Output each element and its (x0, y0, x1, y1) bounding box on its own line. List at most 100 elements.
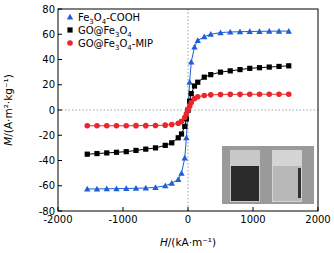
vial-left-liquid (231, 166, 259, 201)
series-marker (276, 64, 281, 69)
y-tick-label: 40 (42, 54, 55, 65)
series-marker (175, 176, 181, 182)
series-marker (94, 123, 100, 129)
inset-bg (222, 146, 314, 204)
series-marker (266, 28, 272, 34)
series-marker (133, 123, 139, 129)
series-marker (228, 68, 233, 73)
series-marker (183, 135, 189, 141)
series-marker (202, 75, 207, 80)
series-marker (182, 124, 187, 129)
series-marker (123, 123, 129, 129)
series-marker (208, 92, 214, 98)
series-marker (133, 148, 138, 153)
y-tick (58, 110, 62, 111)
series-marker (218, 92, 224, 98)
vial-right (272, 150, 302, 202)
x-tick (253, 207, 254, 211)
series-marker (218, 70, 223, 75)
y-tick (58, 185, 62, 186)
y-tick (58, 34, 62, 35)
series-group (84, 28, 292, 192)
x-tick (188, 207, 189, 211)
x-tick-label: -1000 (108, 214, 137, 225)
y-tick (58, 9, 62, 10)
y-tick-label: -20 (39, 130, 55, 141)
series-marker (104, 186, 110, 192)
series-marker (188, 59, 194, 65)
series-marker (189, 91, 194, 96)
x-axis-title-symbol: H (160, 236, 168, 248)
series-marker (237, 67, 242, 72)
series-line (87, 94, 289, 126)
series-marker (85, 152, 90, 157)
legend-text: O (94, 12, 102, 23)
series-marker (143, 185, 149, 191)
series-marker (286, 63, 291, 68)
y-tick (58, 160, 62, 161)
vial-left (230, 150, 260, 202)
series-marker (201, 34, 207, 40)
legend-text: GO@Fe (78, 38, 115, 49)
inset-photo (222, 146, 314, 204)
x-tick (58, 207, 59, 211)
legend-text: Fe (78, 12, 89, 23)
series-marker (104, 123, 110, 129)
series-marker (266, 91, 272, 97)
x-tick-label: 1000 (240, 214, 265, 225)
x-tick-label: 0 (185, 214, 191, 225)
y-tick-label: -40 (39, 155, 55, 166)
legend-text: O (119, 38, 127, 49)
legend-text: -MIP (132, 38, 153, 49)
chart: -2000-1000010002000-80-60-40-20020406080… (0, 0, 334, 253)
series-marker (286, 28, 292, 34)
series-marker (84, 123, 90, 129)
y-tick (58, 59, 62, 60)
series-marker (124, 149, 129, 154)
y-tick-label: 20 (42, 79, 55, 90)
series-marker (256, 28, 262, 34)
series-marker (169, 180, 175, 186)
series-marker (257, 65, 262, 70)
series-marker (247, 66, 252, 71)
series-marker (153, 123, 159, 129)
series-marker (195, 37, 201, 43)
series-marker (257, 91, 263, 97)
series-line (87, 66, 289, 154)
series-marker (217, 29, 223, 35)
series-marker (114, 123, 120, 129)
series-marker (247, 28, 253, 34)
x-tick (318, 207, 319, 211)
legend-text: GO@Fe (78, 25, 115, 36)
y-tick-label: -60 (39, 180, 55, 191)
series-marker (195, 80, 200, 85)
series-marker (114, 150, 119, 155)
series-marker (182, 155, 188, 161)
legend-marker (67, 14, 73, 20)
y-tick (58, 135, 62, 136)
plot-frame (58, 9, 318, 211)
series-line (87, 31, 289, 189)
series-marker (247, 91, 253, 97)
legend-text: O (119, 25, 127, 36)
x-axis-title: H/(kA·m⁻¹) (160, 236, 216, 248)
legend-label: GO@Fe3O4-MIP (78, 38, 153, 52)
y-tick-label: 0 (49, 105, 55, 116)
series-marker (153, 145, 158, 150)
y-tick-label: 80 (42, 4, 55, 15)
series-marker (208, 31, 214, 37)
series-marker (104, 150, 109, 155)
series-marker (276, 91, 282, 97)
series-marker (195, 94, 201, 100)
vial-right-liquid (273, 166, 301, 201)
series-marker (286, 91, 292, 97)
series-marker (162, 183, 168, 189)
series-marker (169, 122, 175, 128)
y-axis-title-unit: /(A·m²·kg⁻¹) (2, 74, 14, 137)
series-marker (169, 140, 174, 145)
series-marker (227, 92, 233, 98)
vial-right-particles (298, 168, 301, 198)
series-marker (113, 185, 119, 191)
series-marker (123, 185, 129, 191)
y-tick (58, 84, 62, 85)
